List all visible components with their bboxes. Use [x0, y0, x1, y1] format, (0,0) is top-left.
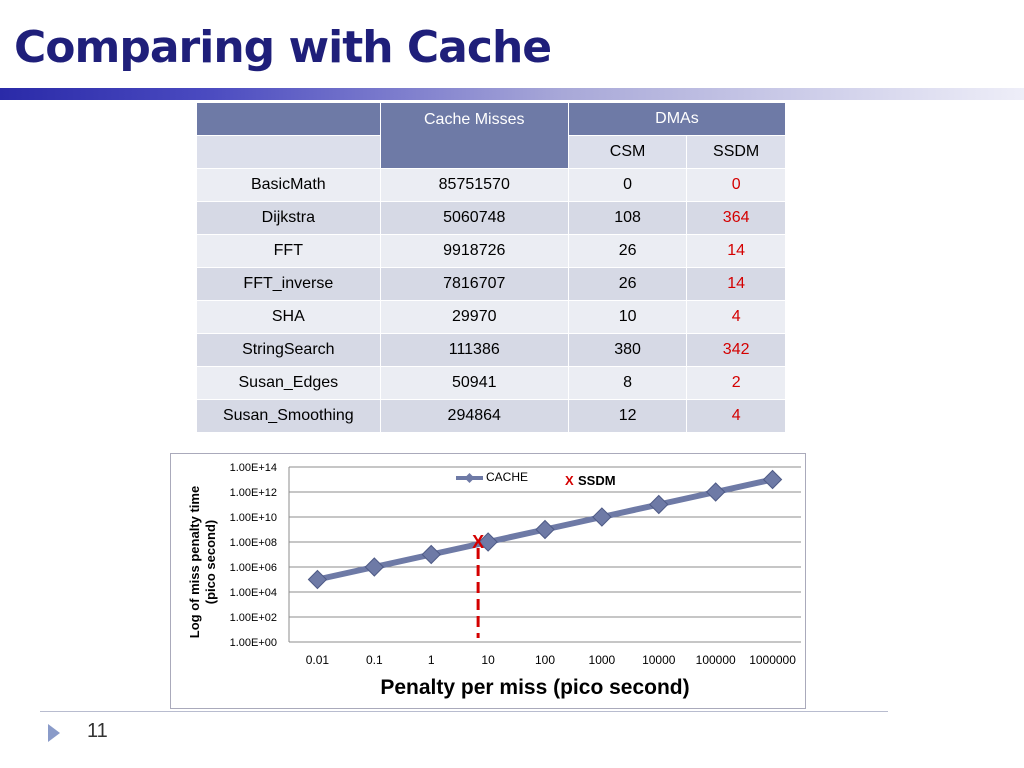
csm-value: 0 — [567, 168, 688, 202]
table-row: Dijkstra 5060748 108 364 — [196, 201, 786, 235]
header-dmas: DMAs — [567, 102, 787, 136]
cache-misses-value: 50941 — [379, 366, 569, 400]
csm-value: 8 — [567, 366, 688, 400]
ssdm-value: 14 — [686, 234, 786, 268]
legend-x-marker: X — [565, 473, 574, 488]
cache-misses-value: 85751570 — [379, 168, 569, 202]
page-number: 11 — [87, 720, 108, 742]
ssdm-value: 342 — [686, 333, 786, 367]
ssdm-value: 4 — [686, 399, 786, 433]
benchmark-name: Susan_Smoothing — [196, 399, 381, 433]
csm-value: 380 — [567, 333, 688, 367]
csm-value: 108 — [567, 201, 688, 235]
title-underline — [0, 88, 1024, 100]
footer-divider — [40, 711, 888, 712]
cache-misses-value: 111386 — [379, 333, 569, 367]
x-tick-label: 1000 — [589, 653, 616, 667]
legend-marker-cache — [464, 473, 475, 483]
y-axis-title-line: Log of miss penalty time — [187, 486, 202, 638]
ssdm-value: 4 — [686, 300, 786, 334]
header-cache-misses: Cache Misses — [379, 102, 569, 169]
comparison-table: Cache Misses DMAs CSM SSDM BasicMath 857… — [196, 102, 787, 433]
cache-misses-value: 29970 — [379, 300, 569, 334]
legend-label-ssdm: SSDM — [578, 473, 616, 488]
y-axis-title-line: (pico second) — [203, 520, 218, 605]
cache-misses-value: 5060748 — [379, 201, 569, 235]
x-axis-title: Penalty per miss (pico second) — [380, 676, 689, 699]
cache-misses-value: 294864 — [379, 399, 569, 433]
data-point — [762, 469, 783, 490]
csm-value: 26 — [567, 234, 688, 268]
benchmark-name: BasicMath — [196, 168, 381, 202]
ssdm-value: 14 — [686, 267, 786, 301]
header-empty-cell — [196, 102, 381, 136]
table-row: FFT_inverse 7816707 26 14 — [196, 267, 786, 301]
table-row: FFT 9918726 26 14 — [196, 234, 786, 268]
csm-value: 26 — [567, 267, 688, 301]
data-point — [364, 557, 385, 577]
data-point — [649, 494, 669, 515]
cache-misses-value: 7816707 — [379, 267, 569, 301]
penalty-chart: 1.00E+00 1.00E+02 1.00E+04 1.00E+06 1.00E+08… — [170, 453, 806, 709]
legend-label-cache: CACHE — [486, 470, 528, 484]
header-ssdm: SSDM — [686, 135, 786, 169]
x-tick-label: 0.1 — [366, 653, 383, 667]
data-point — [592, 507, 612, 527]
x-tick-label: 0.01 — [306, 653, 330, 667]
x-tick-label: 100 — [535, 653, 555, 667]
y-axis-title: Log of miss penalty time(pico second) — [187, 486, 218, 638]
benchmark-name: FFT — [196, 234, 381, 268]
ssdm-x-marker: X — [472, 532, 484, 552]
data-point — [478, 532, 498, 552]
slide-title: Comparing with Cache — [14, 22, 552, 73]
x-tick-label: 100000 — [696, 653, 736, 667]
x-tick-label: 10000 — [642, 653, 676, 667]
y-tick-label: 1.00E+10 — [230, 512, 277, 524]
table-row: BasicMath 85751570 0 0 — [196, 168, 786, 202]
benchmark-name: Susan_Edges — [196, 366, 381, 400]
y-tick-label: 1.00E+00 — [230, 637, 277, 649]
csm-value: 12 — [567, 399, 688, 433]
benchmark-name: StringSearch — [196, 333, 381, 367]
table-row: StringSearch 111386 380 342 — [196, 333, 786, 367]
csm-value: 10 — [567, 300, 688, 334]
table-row: Susan_Smoothing 294864 12 4 — [196, 399, 786, 433]
page-arrow-icon — [48, 724, 60, 742]
ssdm-value: 364 — [686, 201, 786, 235]
header-csm: CSM — [567, 135, 688, 169]
y-tick-label: 1.00E+08 — [230, 537, 277, 549]
y-tick-label: 1.00E+04 — [230, 587, 277, 599]
cache-misses-value: 9918726 — [379, 234, 569, 268]
benchmark-name: Dijkstra — [196, 201, 381, 235]
benchmark-name: SHA — [196, 300, 381, 334]
table-header-row: Cache Misses DMAs — [196, 102, 787, 169]
data-point — [705, 482, 726, 502]
x-tick-label: 10 — [481, 653, 495, 667]
y-tick-label: 1.00E+02 — [230, 612, 277, 624]
table-row: Susan_Edges 50941 8 2 — [196, 366, 786, 400]
table-row: SHA 29970 10 4 — [196, 300, 786, 334]
ssdm-value: 0 — [686, 168, 786, 202]
x-tick-label: 1 — [428, 653, 435, 667]
y-tick-label: 1.00E+06 — [230, 562, 277, 574]
x-tick-label: 1000000 — [749, 653, 796, 667]
y-tick-label: 1.00E+14 — [230, 462, 277, 474]
data-point — [535, 519, 555, 540]
chart-svg: 1.00E+00 1.00E+02 1.00E+04 1.00E+06 1.00E+08… — [187, 462, 801, 699]
benchmark-name: FFT_inverse — [196, 267, 381, 301]
data-point — [421, 544, 441, 565]
y-tick-label: 1.00E+12 — [230, 487, 277, 499]
data-point — [307, 569, 328, 590]
subheader-empty-cell — [196, 135, 381, 169]
ssdm-value: 2 — [686, 366, 786, 400]
